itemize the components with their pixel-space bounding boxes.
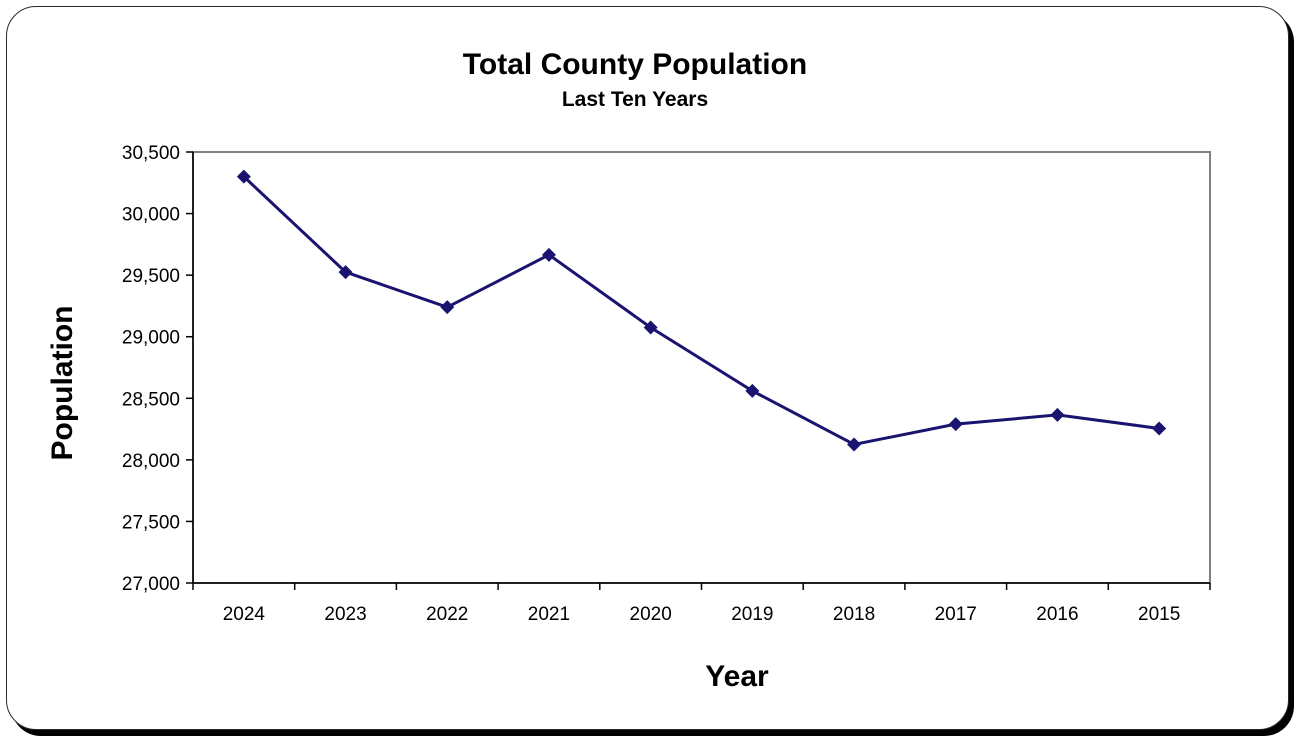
data-point-marker [745, 383, 760, 398]
x-tick-label: 2016 [1036, 604, 1078, 625]
y-tick-label: 29,000 [122, 328, 180, 349]
data-point-marker [440, 300, 455, 315]
data-point-marker [1152, 421, 1167, 436]
y-tick-label: 29,500 [122, 266, 180, 287]
data-point-marker [338, 265, 353, 280]
x-tick-label: 2020 [630, 604, 672, 625]
x-tick-label: 2024 [223, 604, 266, 625]
axes [186, 151, 1211, 590]
x-tick-label: 2018 [833, 604, 875, 625]
y-tick-label: 30,500 [122, 143, 180, 164]
series-group [236, 169, 1167, 452]
data-point-marker [643, 320, 658, 335]
chart-title: Total County Population [463, 48, 807, 81]
x-tick-label: 2022 [426, 604, 468, 625]
x-tick-label: 2017 [935, 604, 977, 625]
plot-area [192, 151, 1211, 584]
chart-subtitle: Last Ten Years [562, 88, 708, 111]
y-tick-label: 28,000 [122, 451, 180, 472]
data-point-marker [541, 247, 556, 262]
data-point-marker [236, 169, 251, 184]
y-tick-label: 27,000 [122, 574, 180, 595]
y-tick-label: 30,000 [122, 205, 180, 226]
tick-labels: 27,000 27,500 28,000 28,500 29,000 29,500 30,0… [122, 143, 1180, 625]
x-tick-label: 2019 [731, 604, 773, 625]
data-point-marker [948, 417, 963, 432]
y-tick-label: 28,500 [122, 389, 180, 410]
series-line [242, 175, 1160, 446]
y-axis-title: Population [46, 306, 79, 461]
x-tick-label: 2015 [1138, 604, 1180, 625]
data-point-marker [1050, 407, 1065, 422]
y-tick-label: 27,500 [122, 512, 180, 533]
x-tick-label: 2021 [528, 604, 570, 625]
data-point-marker [847, 437, 862, 452]
x-tick-label: 2023 [324, 604, 366, 625]
x-axis-title: Year [705, 660, 769, 693]
